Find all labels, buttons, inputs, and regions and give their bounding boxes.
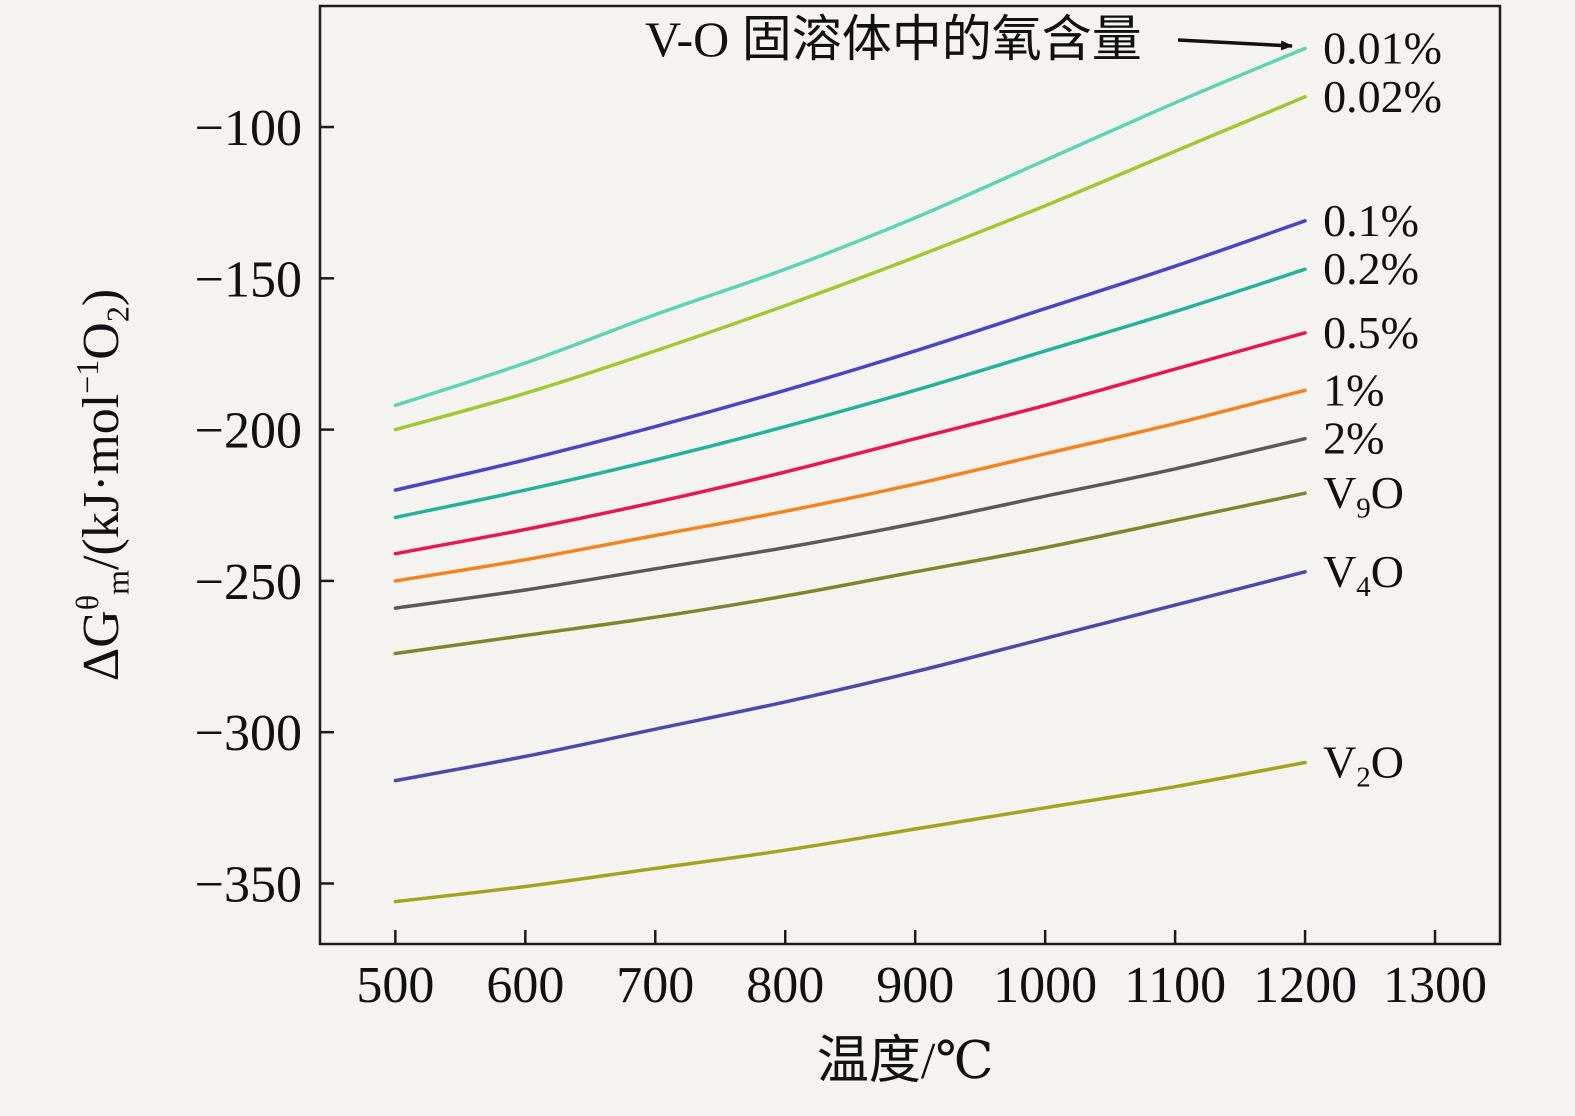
x-tick-label: 1000 bbox=[993, 957, 1097, 1014]
series-line-V2O bbox=[393, 760, 1307, 904]
series-label-0.1%: 0.1% bbox=[1323, 195, 1419, 246]
x-tick-label: 800 bbox=[746, 957, 824, 1014]
series-label-0.02%: 0.02% bbox=[1323, 71, 1442, 122]
series-line-1% bbox=[393, 388, 1307, 583]
series-line-0.5% bbox=[393, 331, 1307, 556]
plot-border bbox=[318, 4, 1502, 946]
series-line-V9O bbox=[393, 491, 1307, 656]
series-line-V4O bbox=[393, 570, 1307, 783]
annotation-oxygen-content: V-O 固溶体中的氧含量 bbox=[645, 11, 1142, 67]
series-label-V2O: V2O bbox=[1323, 736, 1404, 793]
series-line-0.02% bbox=[393, 95, 1307, 432]
x-tick-label: 900 bbox=[876, 957, 954, 1014]
series-label-V9O: V9O bbox=[1323, 467, 1404, 524]
y-axis-label: ΔGθm/(kJ·mol−1O2) bbox=[69, 289, 135, 681]
x-tick-label: 600 bbox=[486, 957, 564, 1014]
series-label-0.5%: 0.5% bbox=[1323, 307, 1419, 358]
y-tick-label: −300 bbox=[195, 705, 302, 762]
y-tick-label: −250 bbox=[195, 554, 302, 611]
y-tick-label: −200 bbox=[195, 403, 302, 460]
series-label-0.2%: 0.2% bbox=[1323, 243, 1419, 294]
plot-area bbox=[320, 6, 1500, 944]
x-axis-label: 温度/℃ bbox=[817, 1033, 994, 1090]
series-line-2% bbox=[393, 436, 1307, 610]
series-line-0.01% bbox=[393, 46, 1307, 408]
x-tick-label: 1100 bbox=[1124, 957, 1226, 1014]
annotation-arrow bbox=[1177, 38, 1293, 51]
y-tick-label: −350 bbox=[195, 856, 302, 913]
series-label-0.01%: 0.01% bbox=[1323, 22, 1442, 73]
x-tick-label: 1300 bbox=[1383, 957, 1487, 1014]
series-label-2%: 2% bbox=[1323, 413, 1384, 464]
series-line-0.1% bbox=[393, 219, 1307, 492]
x-tick-label: 1200 bbox=[1253, 957, 1357, 1014]
x-tick-label: 700 bbox=[616, 957, 694, 1014]
y-tick-label: −100 bbox=[195, 100, 302, 157]
y-tick-label: −150 bbox=[195, 251, 302, 308]
series-label-V4O: V4O bbox=[1323, 546, 1404, 603]
series-line-0.2% bbox=[393, 267, 1307, 520]
x-tick-label: 500 bbox=[356, 957, 434, 1014]
series-label-1%: 1% bbox=[1323, 364, 1384, 415]
